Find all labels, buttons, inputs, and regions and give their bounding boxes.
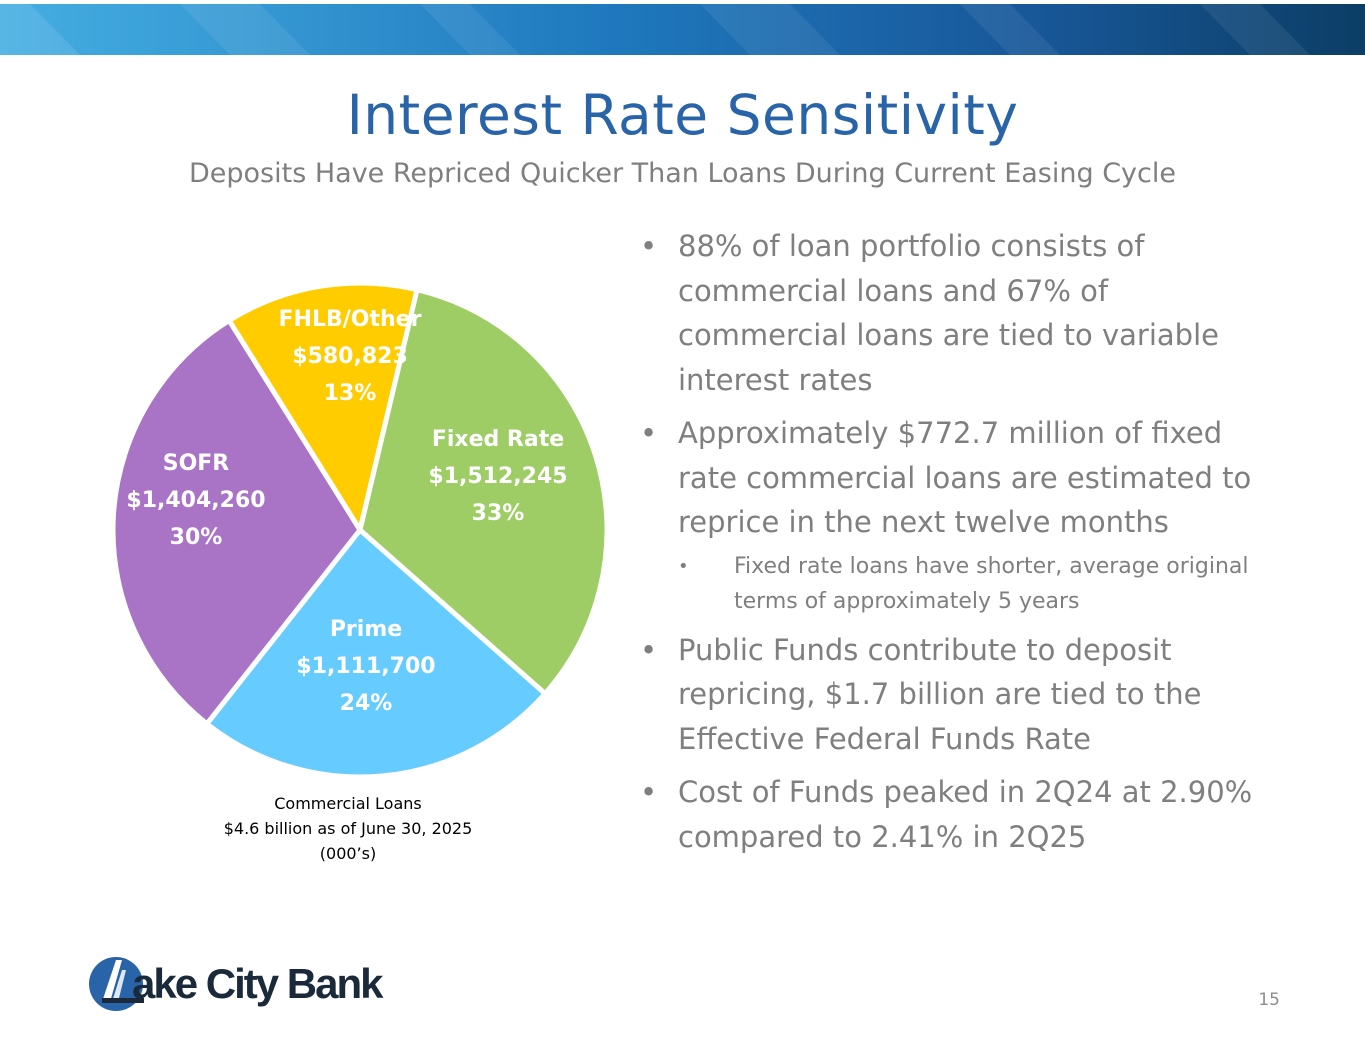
page-subtitle: Deposits Have Repriced Quicker Than Loan… bbox=[188, 158, 1176, 189]
page-title: Interest Rate Sensitivity bbox=[346, 83, 1019, 147]
slice-name-label: Prime bbox=[330, 617, 402, 642]
bullet-dot-icon: • bbox=[640, 229, 658, 263]
bullet-text: Approximately $772.7 million of fixed ra… bbox=[678, 416, 1252, 539]
bullet-item: • Public Funds contribute to deposit rep… bbox=[640, 628, 1260, 762]
slice-value-label: $1,111,700 bbox=[296, 654, 435, 679]
commercial-loans-pie-chart: FHLB/Other $580,823 13% Fixed Rate $1,512,24… bbox=[110, 280, 610, 780]
slice-percent-label: 24% bbox=[340, 691, 393, 716]
bullet-list: • 88% of loan portfolio consists of comm… bbox=[640, 224, 1260, 868]
slice-value-label: $1,404,260 bbox=[126, 488, 265, 513]
sub-bullet-list: • Fixed rate loans have shorter, average… bbox=[678, 549, 1260, 619]
pie-slice bbox=[110, 318, 363, 727]
sub-bullet-text: Fixed rate loans have shorter, average o… bbox=[734, 553, 1249, 614]
chart-caption-line: Commercial Loans bbox=[274, 794, 422, 813]
pie-slice bbox=[357, 287, 610, 697]
sub-bullet-item: • Fixed rate loans have shorter, average… bbox=[678, 549, 1260, 619]
slice-percent-label: 33% bbox=[472, 501, 525, 526]
page-number: 15 bbox=[1258, 990, 1280, 1010]
bullet-text: Cost of Funds peaked in 2Q24 at 2.90% co… bbox=[678, 775, 1253, 854]
bullet-item: • Cost of Funds peaked in 2Q24 at 2.90% … bbox=[640, 770, 1260, 859]
pie-slice bbox=[226, 280, 420, 533]
chart-caption-line: $4.6 billion as of June 30, 2025 bbox=[223, 819, 473, 838]
slice-name-label: SOFR bbox=[163, 451, 230, 476]
logo-text: ake City Bank bbox=[132, 960, 383, 1007]
bullet-dot-icon: • bbox=[640, 632, 658, 667]
bullet-dot-icon: • bbox=[640, 416, 658, 450]
slice-value-label: $580,823 bbox=[292, 344, 408, 369]
chart-caption: Commercial Loans $4.6 billion as of June… bbox=[178, 791, 518, 866]
slice-percent-label: 30% bbox=[170, 525, 223, 550]
pie-slice bbox=[204, 527, 548, 780]
slice-value-label: $1,512,245 bbox=[428, 464, 567, 489]
lake-city-bank-logo: ake City Bank bbox=[88, 952, 418, 1018]
chart-caption-line: (000’s) bbox=[319, 844, 377, 863]
header-banner bbox=[0, 4, 1365, 55]
bank-logo-mark-icon bbox=[89, 957, 144, 1011]
bullet-dot-icon: • bbox=[640, 775, 658, 809]
bullet-item: • Approximately $772.7 million of fixed … bbox=[640, 411, 1260, 619]
slice-percent-label: 13% bbox=[324, 381, 377, 406]
slice-name-label: FHLB/Other bbox=[279, 307, 422, 332]
bullet-dot-icon: • bbox=[678, 555, 689, 577]
bullet-item: • 88% of loan portfolio consists of comm… bbox=[640, 224, 1260, 402]
slice-name-label: Fixed Rate bbox=[432, 427, 564, 452]
bullet-text: 88% of loan portfolio consists of commer… bbox=[678, 229, 1219, 397]
bullet-text: Public Funds contribute to deposit repri… bbox=[678, 632, 1202, 756]
